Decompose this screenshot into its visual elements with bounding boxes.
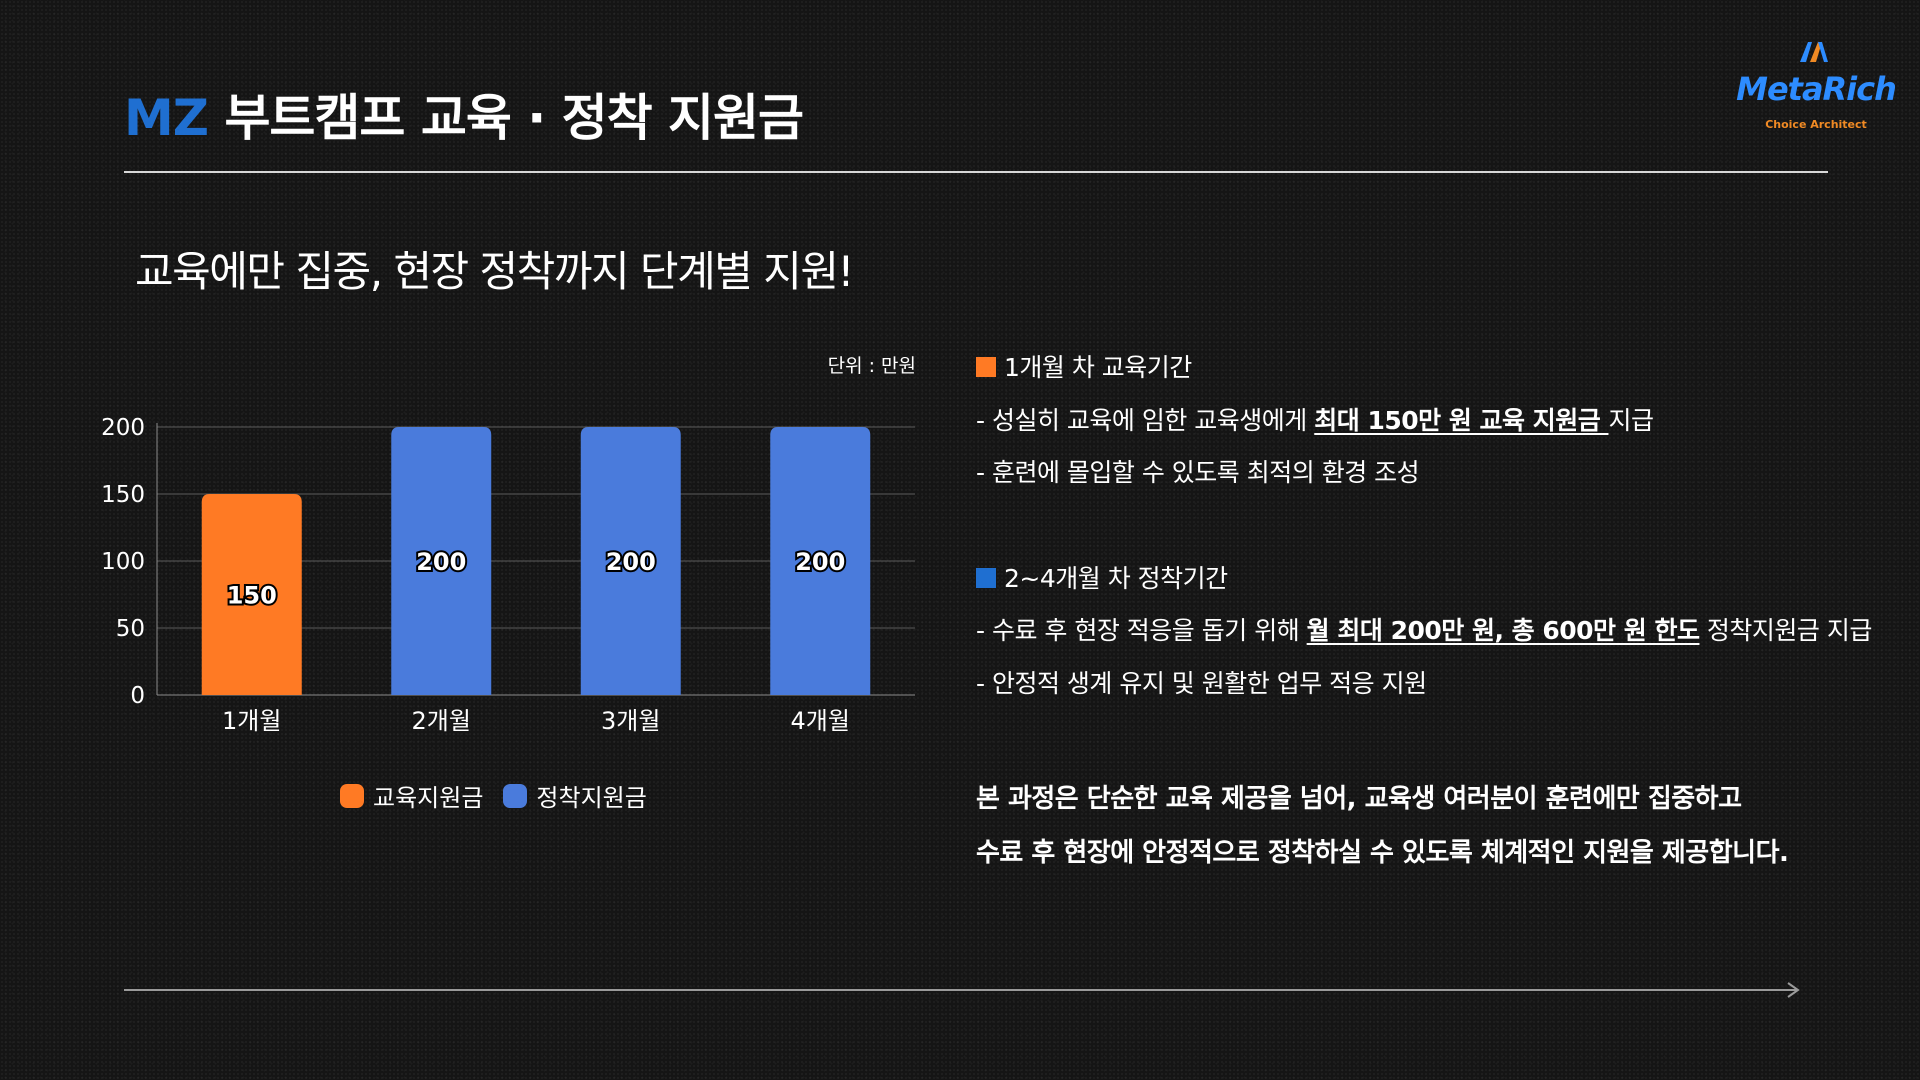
closing-line1: 본 과정은 단순한 교육 제공을 넘어, 교육생 여러분이 훈련에만 집중하고	[976, 784, 1742, 814]
chart-legend: 교육지원금 정착지원금	[340, 778, 667, 813]
bar-4개월	[770, 427, 871, 695]
x-tick-label-2개월: 2개월	[412, 707, 471, 735]
bottom-arrow-icon	[124, 982, 1800, 998]
support-bar-chart: 0 50 100 150 200 150 1개월 200 2개월 200 3개월 200 4개월	[101, 415, 915, 735]
section1-line1-pre: - 성실히 교육에 임한 교육생에게	[976, 406, 1315, 435]
legend-swatch-education	[340, 783, 364, 808]
section2-line1-pre: - 수료 후 현장 적응을 돕기 위해	[976, 616, 1307, 645]
section1-line1: - 성실히 교육에 임한 교육생에게 최대 150만 원 교육 지원금 지급	[976, 401, 1654, 437]
blue-square-icon	[976, 568, 996, 588]
metarich-logo: MetaRich Choice Architect	[1726, 40, 1906, 135]
legend-swatch-settlement	[503, 783, 528, 808]
logo-mark-icon	[1800, 42, 1828, 62]
bar-1개월	[201, 494, 302, 695]
y-tick-label-50: 50	[116, 616, 145, 642]
section2-line1-post: 정착지원금 지급	[1699, 616, 1872, 645]
section2-heading: 2~4개월 차 정착기간	[976, 559, 1228, 595]
bar-2개월	[391, 427, 492, 695]
title-divider	[124, 171, 1828, 173]
legend-item-education: 교육지원금	[340, 778, 483, 813]
title-accent: MZ	[124, 89, 209, 147]
y-tick-label-200: 200	[101, 415, 145, 441]
logo-text: MetaRich	[1736, 70, 1897, 108]
legend-label-settlement: 정착지원금	[536, 784, 647, 812]
section1-line2: - 훈련에 몰입할 수 있도록 최적의 환경 조성	[976, 458, 1420, 487]
section1-line1-post: 지급	[1608, 406, 1654, 435]
section2-heading-text: 2~4개월 차 정착기간	[1004, 564, 1228, 593]
data-label-2개월: 200	[416, 548, 466, 576]
x-tick-label-1개월: 1개월	[222, 707, 281, 735]
x-tick-label-3개월: 3개월	[601, 707, 660, 735]
section1-heading-text: 1개월 차 교육기간	[1004, 353, 1192, 382]
closing-line2: 수료 후 현장에 안정적으로 정착하실 수 있도록 체계적인 지원을 제공합니다…	[976, 838, 1789, 868]
logo-tagline: Choice Architect	[1765, 118, 1867, 131]
section2-line2: - 안정적 생계 유지 및 원활한 업무 적응 지원	[976, 669, 1427, 698]
section1-heading: 1개월 차 교육기간	[976, 348, 1192, 384]
legend-item-settlement: 정착지원금	[503, 778, 647, 813]
data-label-3개월: 200	[606, 548, 656, 576]
y-tick-label-0: 0	[130, 683, 145, 709]
subtitle: 교육에만 집중, 현장 정착까지 단계별 지원!	[135, 247, 854, 296]
legend-label-education: 교육지원금	[373, 784, 484, 812]
section2-line1-emphasis: 월 최대 200만 원, 총 600만 원 한도	[1306, 616, 1700, 645]
bar-3개월	[580, 427, 681, 695]
data-label-1개월: 150	[227, 582, 277, 610]
x-tick-label-4개월: 4개월	[791, 707, 850, 735]
section2-line1: - 수료 후 현장 적응을 돕기 위해 월 최대 200만 원, 총 600만 …	[976, 611, 1872, 647]
section1-line1-emphasis: 최대 150만 원 교육 지원금	[1314, 406, 1609, 435]
title-text: 부트캠프 교육 · 정착 지원금	[224, 89, 804, 147]
y-tick-label-150: 150	[101, 482, 145, 508]
data-label-4개월: 200	[795, 548, 845, 576]
unit-label: 단위 : 만원	[827, 355, 916, 377]
y-tick-label-100: 100	[101, 549, 145, 575]
page-title: MZ 부트캠프 교육 · 정착 지원금	[124, 78, 804, 150]
orange-square-icon	[976, 357, 996, 377]
